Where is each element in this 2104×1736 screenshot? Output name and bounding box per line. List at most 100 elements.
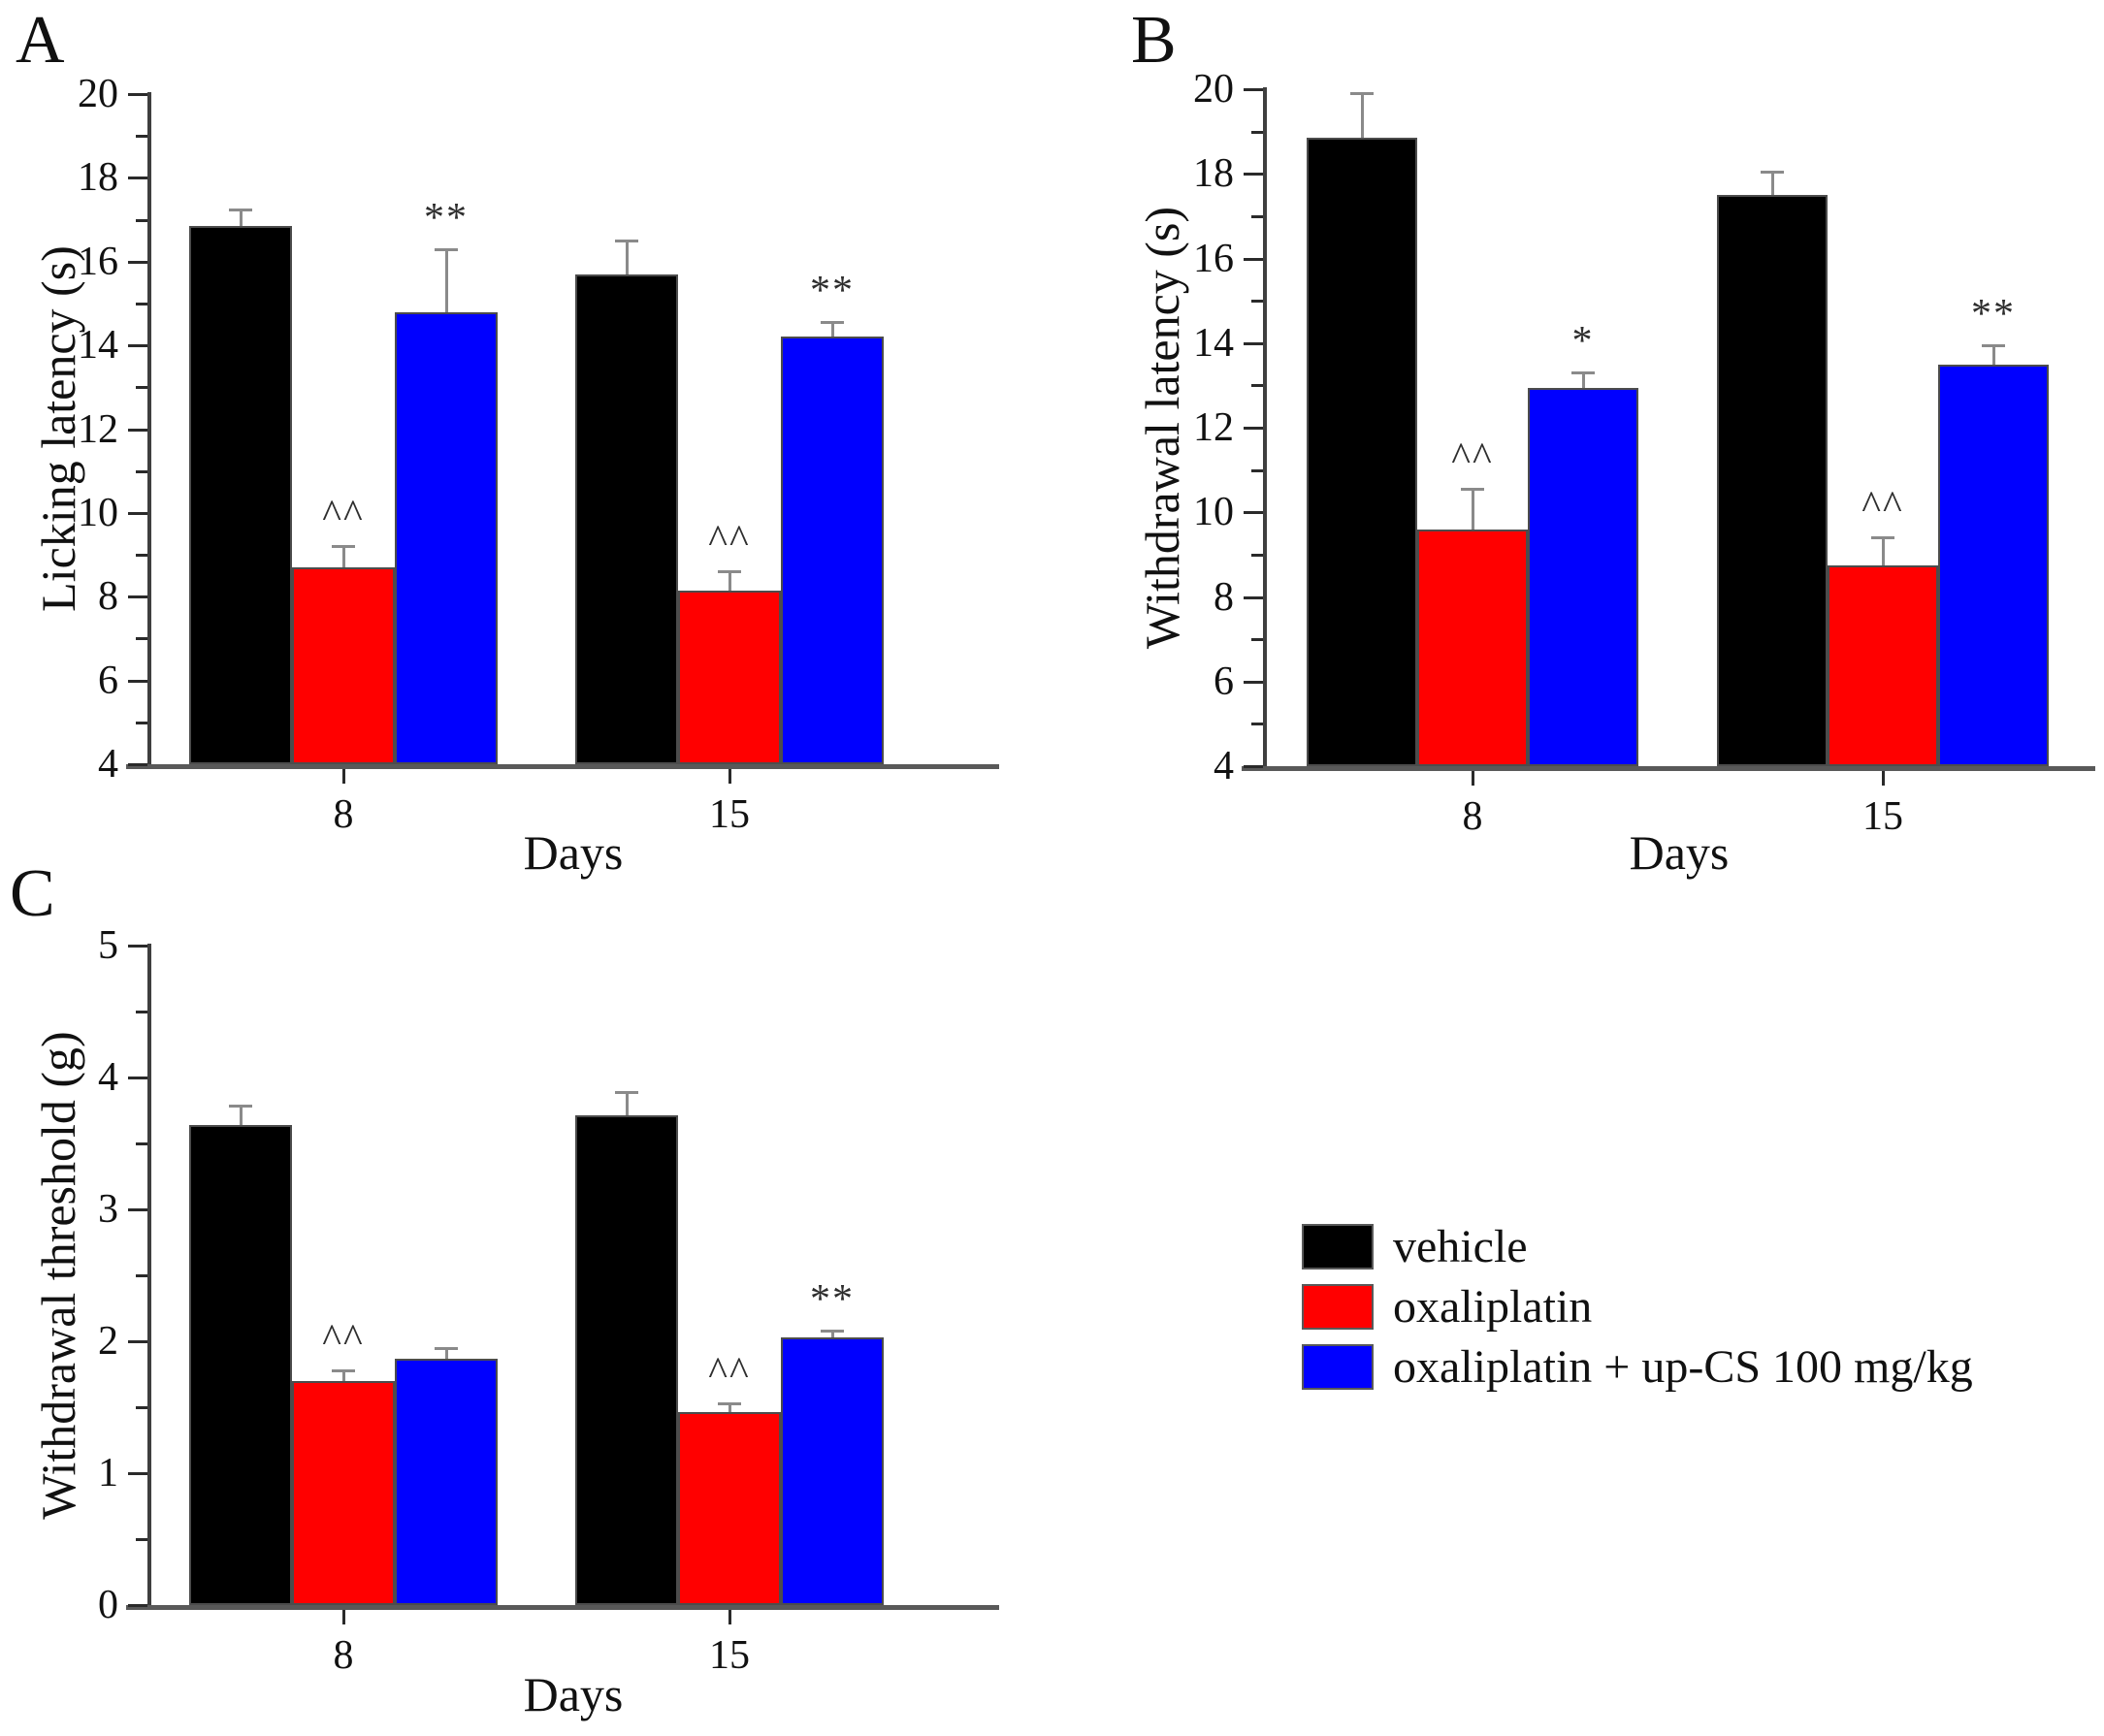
- y-tick-label: 4: [1214, 744, 1234, 788]
- legend-entry-oxaliplatin: oxaliplatin: [1302, 1280, 1973, 1334]
- y-major-tick: [1244, 88, 1263, 91]
- x-axis: [126, 1605, 999, 1610]
- y-tick-label: 0: [98, 1583, 118, 1627]
- y-minor-tick: [136, 386, 147, 390]
- x-tick: [1471, 771, 1474, 786]
- legend-label-oxaliplatin-upcs: oxaliplatin + up-CS 100 mg/kg: [1393, 1341, 1973, 1393]
- error-bar-cap: [1761, 171, 1784, 175]
- panel-c-y-axis-title: Withdrawal threshold (g): [31, 1031, 85, 1520]
- panel-a-x-axis-title: Days: [523, 825, 624, 880]
- y-major-tick: [128, 945, 147, 948]
- x-category-label: 15: [709, 792, 750, 837]
- y-minor-tick: [136, 721, 147, 724]
- significance-marker: ^^: [1861, 484, 1904, 530]
- significance-marker: ^^: [322, 1316, 365, 1362]
- y-minor-tick: [1251, 468, 1263, 472]
- significance-marker: *: [1571, 319, 1595, 365]
- bar-vehicle-day8: [1307, 138, 1417, 766]
- error-bar-stem: [1991, 344, 1995, 365]
- error-bar-cap: [229, 208, 252, 211]
- y-tick-label: 6: [98, 658, 118, 703]
- y-minor-tick: [136, 302, 147, 305]
- y-minor-tick: [1251, 214, 1263, 218]
- significance-marker: **: [810, 269, 855, 314]
- error-bar-cap: [435, 1346, 458, 1350]
- x-axis: [126, 764, 999, 769]
- y-major-tick: [128, 1604, 147, 1607]
- y-minor-tick: [1251, 130, 1263, 134]
- y-tick-label: 4: [98, 1055, 118, 1100]
- error-bar-cap: [821, 321, 844, 325]
- error-bar-cap: [821, 1330, 844, 1334]
- y-major-tick: [128, 679, 147, 683]
- y-major-tick: [128, 1472, 147, 1475]
- x-tick: [728, 1610, 731, 1624]
- error-bar-cap: [1871, 536, 1894, 540]
- y-major-tick: [128, 260, 147, 264]
- error-bar-stem: [625, 241, 629, 274]
- error-bar-cap: [229, 1104, 252, 1108]
- bar-oxaliplatin-day8: [1417, 529, 1528, 766]
- panel-label-c: C: [10, 856, 55, 931]
- x-tick: [728, 769, 731, 784]
- y-major-tick: [1244, 341, 1263, 345]
- y-tick-label: 4: [98, 742, 118, 787]
- bar-oxaliplatin-up-cs-100-mg-kg-day8: [1528, 387, 1638, 766]
- y-major-tick: [1244, 765, 1263, 768]
- error-bar-stem: [1471, 489, 1474, 530]
- y-major-tick: [1244, 511, 1263, 515]
- error-bar-stem: [444, 248, 448, 312]
- error-bar-stem: [830, 1331, 834, 1337]
- bar-oxaliplatin-day15: [678, 590, 781, 764]
- bar-oxaliplatin-day15: [678, 1412, 781, 1605]
- error-bar-stem: [239, 209, 243, 227]
- error-bar-stem: [1881, 537, 1885, 565]
- y-major-tick: [128, 93, 147, 96]
- error-bar-stem: [341, 1369, 345, 1381]
- y-minor-tick: [1251, 638, 1263, 642]
- bar-oxaliplatin-up-cs-100-mg-kg-day8: [395, 1358, 498, 1605]
- x-category-label: 15: [1862, 794, 1903, 839]
- y-major-tick: [128, 1340, 147, 1343]
- y-tick-label: 20: [1193, 67, 1234, 112]
- y-axis: [147, 92, 151, 766]
- x-category-label: 8: [333, 792, 354, 837]
- y-tick-label: 16: [1193, 236, 1234, 281]
- x-category-label: 8: [333, 1633, 354, 1678]
- error-bar-cap: [718, 570, 741, 574]
- bar-oxaliplatin-up-cs-100-mg-kg-day8: [395, 311, 498, 764]
- legend-entry-vehicle: vehicle: [1302, 1220, 1973, 1273]
- legend-label-oxaliplatin: oxaliplatin: [1393, 1281, 1593, 1333]
- error-bar-stem: [728, 571, 731, 591]
- error-bar-stem: [1581, 372, 1585, 388]
- y-major-tick: [128, 428, 147, 432]
- y-minor-tick: [136, 1274, 147, 1277]
- error-bar-cap: [1350, 92, 1374, 96]
- x-tick: [1881, 771, 1885, 786]
- y-tick-label: 18: [1193, 151, 1234, 197]
- y-minor-tick: [136, 1406, 147, 1409]
- bar-vehicle-day15: [575, 273, 678, 764]
- error-bar-stem: [728, 1402, 731, 1413]
- y-minor-tick: [136, 1011, 147, 1013]
- legend: vehicle oxaliplatin oxaliplatin + up-CS …: [1302, 1220, 1973, 1394]
- y-tick-label: 14: [78, 323, 118, 369]
- y-minor-tick: [136, 135, 147, 139]
- y-minor-tick: [1251, 723, 1263, 726]
- panel-label-a: A: [16, 3, 65, 78]
- significance-marker: **: [1971, 291, 2016, 337]
- y-tick-label: 2: [98, 1319, 118, 1364]
- y-tick-label: 20: [78, 72, 118, 116]
- y-major-tick: [128, 763, 147, 766]
- error-bar-stem: [239, 1105, 243, 1125]
- y-minor-tick: [136, 218, 147, 222]
- error-bar-stem: [444, 1347, 448, 1359]
- bar-oxaliplatin-day15: [1828, 564, 1938, 766]
- y-minor-tick: [136, 554, 147, 558]
- y-minor-tick: [1251, 553, 1263, 557]
- x-tick: [341, 769, 345, 784]
- error-bar-cap: [332, 545, 355, 549]
- significance-marker: **: [424, 195, 469, 241]
- error-bar-stem: [625, 1091, 629, 1116]
